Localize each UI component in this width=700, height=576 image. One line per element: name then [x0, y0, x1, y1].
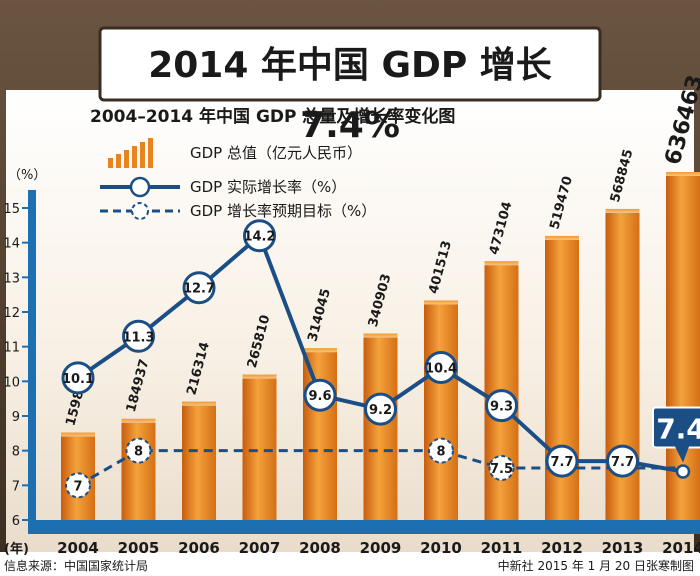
- x-tick-label: 2014: [662, 539, 700, 557]
- target-point: [65, 472, 91, 499]
- actual-point: [675, 464, 691, 479]
- x-tick-label: 2006: [178, 539, 220, 557]
- x-tick-label: 2005: [118, 539, 160, 557]
- gdp-value-label: 401513: [426, 239, 455, 295]
- x-tick-label: 2013: [602, 539, 644, 557]
- gdp-value-label: 265810: [245, 313, 274, 369]
- x-tick-label: 2011: [481, 539, 523, 557]
- target-value-label: 7: [73, 479, 82, 494]
- x-tick-label: 2004: [57, 539, 99, 557]
- callout-pointer: [675, 446, 689, 463]
- actual-value-label: 7.7: [550, 455, 573, 470]
- gdp-bar-top: [605, 208, 640, 213]
- gdp-bar-top: [242, 374, 277, 379]
- gdp-bar-top: [182, 401, 216, 406]
- gdp-value-label: 568845: [608, 148, 637, 204]
- x-axis-unit: (年): [4, 541, 29, 557]
- actual-point: [606, 444, 639, 478]
- actual-value-label: 7.7: [611, 455, 634, 470]
- legend-actual-icon: [100, 176, 180, 198]
- y-tick-label: 11: [3, 341, 20, 356]
- actual-value-label: 9.2: [369, 403, 392, 418]
- x-tick-label: 2009: [360, 539, 402, 557]
- gdp-bar: [363, 333, 398, 520]
- actual-value-label: 9.6: [308, 389, 331, 404]
- actual-value-label: 14.2: [243, 230, 275, 245]
- gdp-bar: [121, 418, 156, 520]
- actual-value-label: 7.4: [656, 412, 700, 445]
- y-tick-label: 7: [12, 479, 20, 494]
- gdp-bar: [424, 300, 458, 520]
- legend-target-icon: [100, 202, 180, 220]
- gdp-bar: [303, 348, 337, 520]
- gdp-value-label: 519470: [547, 175, 576, 231]
- gdp-value-label: 314045: [305, 287, 334, 343]
- legend-bars-label: GDP 总值（亿元人民币）: [190, 144, 362, 162]
- actual-value-label: 11.3: [122, 330, 154, 345]
- gdp-bar-top: [303, 348, 337, 353]
- actual-point: [364, 392, 397, 426]
- actual-point: [122, 319, 155, 353]
- y-tick-label: 10: [3, 375, 20, 390]
- actual-value-label: 12.7: [183, 282, 215, 297]
- gdp-bar-top: [424, 300, 458, 305]
- y-tick-label: 8: [12, 445, 20, 460]
- target-growth-line: [77, 449, 683, 487]
- y-tick-label: 14: [3, 237, 20, 252]
- x-tick-label: 2007: [239, 539, 281, 557]
- gdp-bar-top: [363, 333, 398, 338]
- gdp-bar-top: [666, 172, 700, 176]
- legend-actual-label: GDP 实际增长率（%）: [190, 178, 347, 196]
- actual-point: [243, 219, 276, 253]
- y-axis-unit: （%）: [8, 168, 47, 183]
- y-tick-label: 13: [3, 271, 20, 286]
- x-tick-label: 2010: [420, 539, 462, 557]
- gdp-bar: [242, 374, 277, 520]
- y-tick-label: 15: [3, 202, 20, 217]
- y-tick-label: 12: [3, 306, 20, 321]
- gdp-value-label: 184937: [124, 358, 153, 414]
- legend-target-label: GDP 增长率预期目标（%）: [190, 202, 377, 220]
- credit-note: 中新社 2015 年 1 月 20 日张寒制图: [497, 559, 694, 573]
- actual-value-label: 10.1: [62, 372, 94, 387]
- actual-point: [424, 350, 458, 384]
- target-point: [428, 437, 454, 464]
- chart-title: 2004–2014 年中国 GDP 总量及增长率变化图: [90, 107, 456, 127]
- y-tick-label: 6: [12, 514, 20, 529]
- gdp-bar-top: [121, 418, 156, 423]
- target-value-label: 8: [134, 445, 143, 460]
- gdp-bar-top: [545, 235, 579, 240]
- actual-value-label: 10.4: [425, 361, 457, 376]
- target-value-label: 8: [436, 445, 445, 460]
- target-point: [488, 455, 515, 481]
- gdp-value-label: 216314: [184, 340, 213, 396]
- gdp-bar-top: [61, 432, 95, 437]
- legend-bars-icon: [108, 138, 153, 168]
- source-note: 信息来源：中国国家统计局: [4, 559, 149, 573]
- page-title: 2014 年中国 GDP 增长 7.4%: [148, 45, 552, 146]
- actual-point: [61, 361, 95, 395]
- gdp-bar-top: [484, 261, 519, 266]
- actual-point: [485, 389, 518, 423]
- y-tick-label: 9: [12, 410, 20, 425]
- gdp-value-label: 473104: [487, 200, 516, 256]
- actual-point: [545, 444, 579, 478]
- actual-point: [303, 378, 337, 412]
- target-point: [125, 437, 152, 464]
- gdp-bar: [182, 401, 216, 520]
- actual-value-label: 9.3: [490, 400, 513, 415]
- gdp-value-label: 340903: [366, 272, 395, 328]
- actual-point: [182, 271, 216, 305]
- x-tick-label: 2012: [541, 539, 583, 557]
- legend-symbols: [100, 138, 180, 220]
- target-value-label: 7.5: [490, 462, 513, 477]
- x-axis-band: [28, 520, 700, 534]
- x-tick-label: 2008: [299, 539, 341, 557]
- gdp-value-label: 636463: [661, 72, 700, 167]
- y-axis-line: [28, 190, 36, 525]
